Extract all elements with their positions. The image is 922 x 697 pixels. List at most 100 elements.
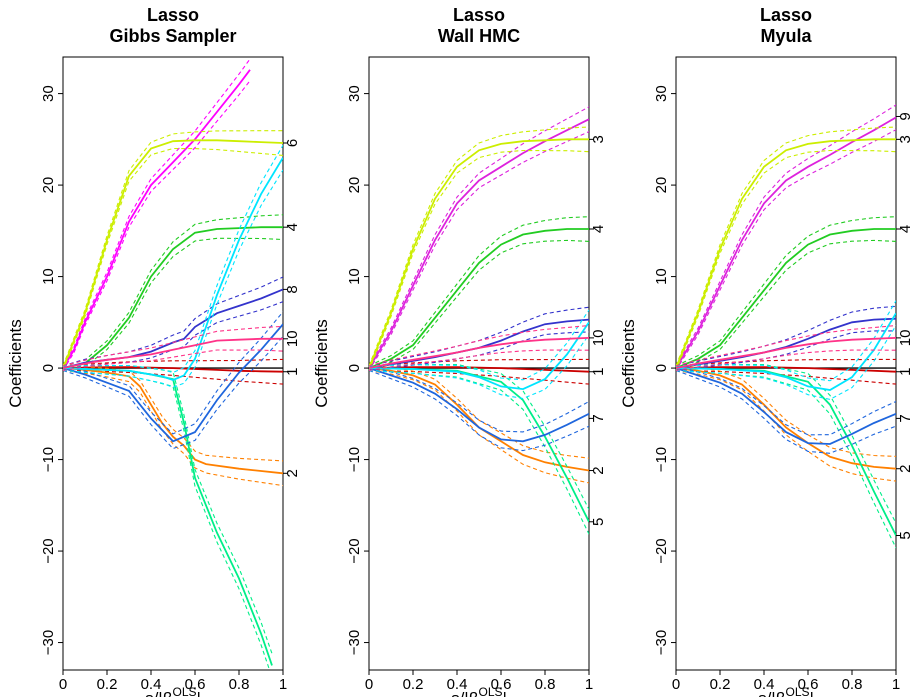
series-band-v10 (369, 349, 589, 371)
series-line-v9 (676, 312, 896, 391)
y-tick-label: 0 (40, 364, 57, 372)
x-tick-label: 0 (672, 676, 680, 693)
variable-label: 7 (897, 414, 914, 422)
x-axis-label: s/|βOLS| (451, 685, 507, 697)
x-tick-label: 0.4 (141, 676, 162, 693)
series-band-v5 (63, 369, 271, 670)
series-band-v10 (676, 349, 896, 371)
series-band-v3 (676, 104, 896, 367)
series-band-v4 (369, 239, 589, 371)
series-band-v5 (63, 364, 273, 654)
series-line-v6 (63, 139, 283, 369)
series-band-v7 (63, 311, 283, 435)
variable-label: 1 (897, 368, 914, 376)
series-line-v10 (63, 337, 283, 369)
series-line-v1 (676, 366, 896, 373)
variable-label: 5 (590, 518, 607, 526)
x-tick-label: 1 (892, 676, 900, 693)
series-band-v6 (676, 126, 896, 367)
series-line-v6 (676, 138, 896, 369)
variable-label: 9 (897, 112, 914, 120)
series-band-v8 (369, 306, 589, 367)
series-band-v3 (676, 129, 896, 371)
variable-label: 6 (284, 139, 301, 147)
series-band-v3 (63, 80, 251, 371)
series-line-v5 (676, 367, 896, 536)
variable-label: 2 (284, 469, 301, 477)
chart-title-line-2: Myula (760, 26, 812, 46)
y-axis-label: Coefficients (312, 319, 331, 408)
variable-label: 10 (897, 330, 914, 347)
series-group (369, 106, 589, 535)
series-band-v2 (63, 365, 283, 462)
x-tick-label: 0.2 (97, 676, 118, 693)
series-band-v6 (676, 149, 896, 371)
series-band-v1 (676, 358, 896, 367)
series-line-v3 (63, 69, 251, 369)
series-band-v2 (369, 365, 589, 459)
series-line-v7 (369, 367, 589, 443)
series-band-v3 (369, 106, 589, 367)
series-line-v5 (63, 367, 273, 666)
series-band-v5 (369, 363, 589, 510)
y-tick-label: −30 (40, 630, 57, 655)
y-tick-label: −20 (346, 538, 363, 563)
variable-label: 10 (590, 330, 607, 347)
series-line-v9 (63, 157, 283, 381)
y-tick-label: 20 (346, 177, 363, 194)
series-line-v3 (676, 116, 896, 369)
y-tick-label: −30 (346, 630, 363, 655)
x-tick-label: 0.6 (491, 676, 512, 693)
series-line-v6 (369, 138, 589, 369)
series-band-v1 (63, 358, 283, 367)
series-band-v4 (676, 216, 896, 367)
series-band-v2 (63, 369, 283, 487)
y-tick-label: 0 (346, 364, 363, 372)
series-group (676, 104, 896, 549)
plot-frame (62, 56, 284, 671)
variable-label: 1 (590, 368, 607, 376)
chart-title-line-2: Wall HMC (438, 26, 520, 46)
plot-frame (368, 56, 590, 671)
x-tick-label: 1 (279, 676, 287, 693)
variable-label: 3 (897, 135, 914, 143)
y-tick-label: 30 (40, 85, 57, 102)
chart-title-line-2: Gibbs Sampler (109, 26, 236, 46)
series-band-v1 (676, 369, 896, 385)
x-tick-label: 0.8 (842, 676, 863, 693)
variable-label: 4 (284, 223, 301, 231)
series-band-v7 (676, 369, 896, 454)
variable-label: 2 (897, 465, 914, 473)
series-band-v2 (676, 369, 896, 482)
y-tick-label: −10 (346, 447, 363, 472)
y-tick-label: 20 (653, 177, 670, 194)
series-group (63, 58, 283, 670)
variable-label: 5 (897, 531, 914, 539)
series-line-v10 (369, 337, 589, 369)
series-band-v2 (676, 365, 896, 457)
variable-label: 1 (284, 368, 301, 376)
plot-frame (675, 56, 897, 671)
y-tick-label: 20 (40, 177, 57, 194)
series-band-v8 (676, 305, 896, 367)
series-line-v2 (676, 367, 896, 470)
y-tick-label: −10 (653, 447, 670, 472)
series-band-v8 (63, 301, 283, 371)
series-band-v8 (676, 330, 896, 371)
y-tick-label: 30 (653, 85, 670, 102)
variable-label: 4 (590, 225, 607, 233)
chart-title-line-1: Lasso (760, 5, 812, 25)
series-band-v10 (63, 349, 283, 371)
x-axis-label: s/|βOLS| (145, 685, 201, 697)
series-band-v8 (63, 276, 283, 367)
x-tick-label: 0.2 (710, 676, 731, 693)
series-line-v9 (369, 321, 589, 391)
x-tick-label: 1 (585, 676, 593, 693)
series-band-v4 (63, 214, 283, 367)
series-band-v10 (63, 325, 283, 367)
series-band-v7 (369, 369, 589, 452)
series-band-v9 (676, 325, 896, 400)
